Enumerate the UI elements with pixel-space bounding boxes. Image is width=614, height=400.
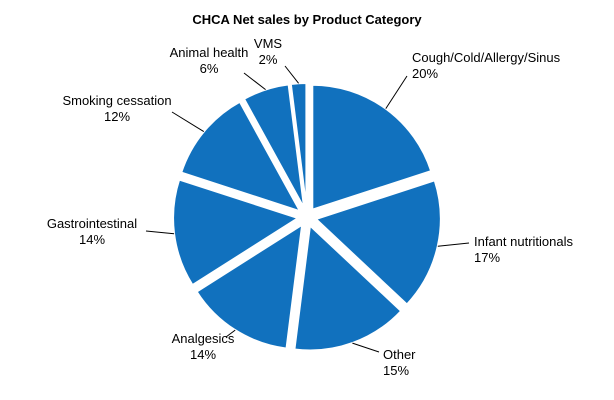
slice-label-cough-cold-allergy-sinus: Cough/Cold/Allergy/Sinus <box>412 50 561 65</box>
leader-line-gastrointestinal <box>145 230 175 235</box>
slice-value-analgesics: 14% <box>190 347 216 362</box>
pie-slice-cough-cold-allergy-sinus <box>311 83 433 212</box>
slice-value-gastrointestinal: 14% <box>79 232 105 247</box>
pie-slice-other <box>293 223 403 352</box>
slice-value-cough-cold-allergy-sinus: 20% <box>412 66 438 81</box>
slice-label-analgesics: Analgesics <box>172 331 235 346</box>
slice-value-smoking-cessation: 12% <box>104 109 130 124</box>
leader-line-cough-cold-allergy-sinus <box>385 75 408 109</box>
leader-line-smoking-cessation <box>171 111 205 133</box>
slice-label-infant-nutritionals: Infant nutritionals <box>474 234 574 249</box>
leader-line-vms <box>284 65 299 84</box>
leader-line-other <box>352 342 380 353</box>
slice-label-vms: VMS <box>254 36 283 51</box>
leader-line-animal-health <box>243 72 266 90</box>
slice-label-gastrointestinal: Gastrointestinal <box>47 216 137 231</box>
slice-value-other: 15% <box>383 363 409 378</box>
slice-value-vms: 2% <box>259 52 278 67</box>
chart-title: CHCA Net sales by Product Category <box>192 12 422 27</box>
slice-label-animal-health: Animal health <box>170 45 249 60</box>
slice-label-smoking-cessation: Smoking cessation <box>62 93 171 108</box>
pie-slice-smoking-cessation <box>179 100 303 214</box>
leader-line-analgesics <box>225 329 236 338</box>
leader-line-infant-nutritionals <box>437 242 470 247</box>
slice-label-other: Other <box>383 347 416 362</box>
pie-slice-infant-nutritionals <box>313 179 442 306</box>
slice-value-animal-health: 6% <box>200 61 219 76</box>
slice-value-infant-nutritionals: 17% <box>474 250 500 265</box>
